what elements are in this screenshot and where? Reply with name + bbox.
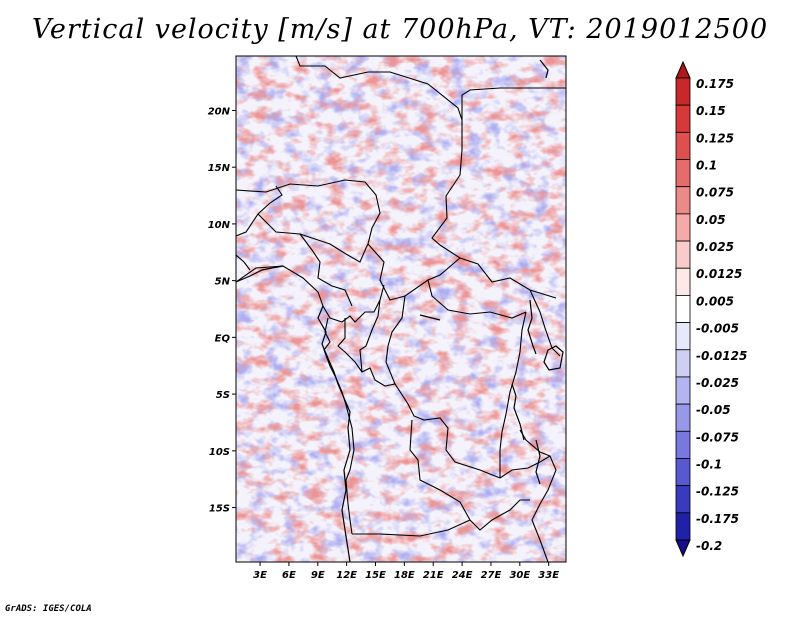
colorbar-swatch <box>675 349 691 378</box>
lon-tick-label: 33E <box>538 570 559 581</box>
colorbar-label: 0.025 <box>696 240 734 254</box>
colorbar-label: 0.0125 <box>696 267 742 281</box>
colorbar-swatch <box>675 240 691 269</box>
lat-tick-label: EQ <box>215 333 231 344</box>
lon-tick-label: 6E <box>282 570 296 581</box>
colorbar-arrow-bottom <box>675 539 691 558</box>
lon-tick-label: 27E <box>481 570 502 581</box>
colorbar-label: 0.05 <box>696 213 726 227</box>
colorbar-label: -0.125 <box>696 485 739 499</box>
lat-tick-label: 20N <box>208 106 231 117</box>
colorbar-label: 0.075 <box>696 186 734 200</box>
colorbar-label: -0.075 <box>696 430 739 444</box>
colorbar-swatch <box>675 159 691 188</box>
colorbar-swatch <box>675 267 691 296</box>
lat-tick-label: 5S <box>216 390 230 401</box>
lat-tick-label: 15S <box>209 504 230 515</box>
lakes <box>419 59 564 485</box>
colorbar-swatch <box>675 458 691 487</box>
coastlines <box>236 265 351 562</box>
vertical-velocity-field <box>236 56 566 562</box>
lon-tick-label: 3E <box>253 570 267 581</box>
colorbar-label: 0.175 <box>696 77 734 91</box>
lat-tick-label: 10S <box>209 447 230 458</box>
colorbar-label: -0.2 <box>696 539 722 553</box>
chart-title: Vertical velocity [m/s] at 700hPa, VT: 2… <box>31 14 769 45</box>
lon-tick-label: 21E <box>423 570 444 581</box>
colorbar-label: -0.0125 <box>696 349 747 363</box>
colorbar-swatch <box>675 512 691 541</box>
colorbar-swatch <box>675 295 691 323</box>
lon-tick-label: 9E <box>311 570 325 581</box>
grads-credit: GrADS: IGES/COLA <box>5 604 92 614</box>
colorbar-label: 0.15 <box>696 104 726 118</box>
colorbar-swatch <box>675 213 691 242</box>
colorbar-swatch <box>675 403 691 432</box>
lat-tick-label: 15N <box>208 163 231 174</box>
colorbar-swatch <box>675 104 691 133</box>
colorbar-swatch <box>675 485 691 514</box>
latitude-axis: 20N 15N 10N 5N EQ 5S 10S 15S <box>208 106 236 515</box>
colorbar-label: -0.05 <box>696 403 731 417</box>
colorbar-label: -0.005 <box>696 322 739 336</box>
colorbar-swatch <box>675 77 691 106</box>
colorbar-swatch <box>675 186 691 215</box>
lat-tick-label: 5N <box>215 277 231 288</box>
lon-tick-label: 18E <box>394 570 415 581</box>
colorbar-label: 0.1 <box>696 159 717 173</box>
colorbar-arrow-top <box>675 60 691 79</box>
colorbar-label: -0.1 <box>696 457 722 471</box>
colorbar-swatch <box>675 430 691 459</box>
colorbar-label: 0.005 <box>696 294 734 308</box>
colorbar-swatch <box>675 322 691 351</box>
colorbar-swatch <box>675 131 691 160</box>
lon-tick-label: 12E <box>336 570 357 581</box>
colorbar-label: -0.175 <box>696 512 739 526</box>
colorbar-label: -0.025 <box>696 376 739 390</box>
lat-tick-label: 10N <box>208 220 231 231</box>
lon-tick-label: 30E <box>509 570 530 581</box>
colorbar-swatch <box>675 376 691 405</box>
colorbar-label: 0.125 <box>696 131 734 145</box>
lon-tick-label: 24E <box>452 570 473 581</box>
colorbar: 0.175 0.15 0.125 0.1 0.075 0.05 0.025 0.0125 0.0… <box>675 60 747 558</box>
map-frame <box>235 55 567 563</box>
longitude-axis: 3E 6E 9E 12E 15E 18E 21E 24E 27E 30E 33E <box>253 562 559 581</box>
lon-tick-label: 15E <box>365 570 386 581</box>
